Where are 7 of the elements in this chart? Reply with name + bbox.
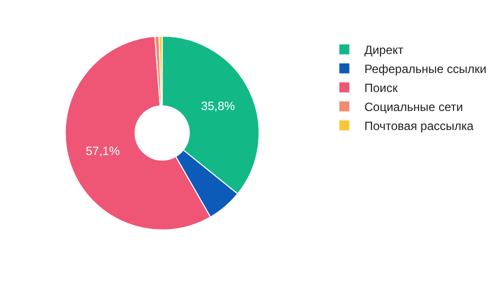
legend-label: Директ [364, 43, 404, 58]
legend-label: Социальные сети [364, 100, 463, 114]
data-label: 35,8% [200, 99, 236, 114]
data-label: 57,1% [86, 144, 120, 158]
legend-label: Почтовая рассылка [364, 119, 474, 134]
legend-label: Реферальные ссылки [364, 62, 486, 76]
legend-label: Поиск [364, 81, 398, 96]
